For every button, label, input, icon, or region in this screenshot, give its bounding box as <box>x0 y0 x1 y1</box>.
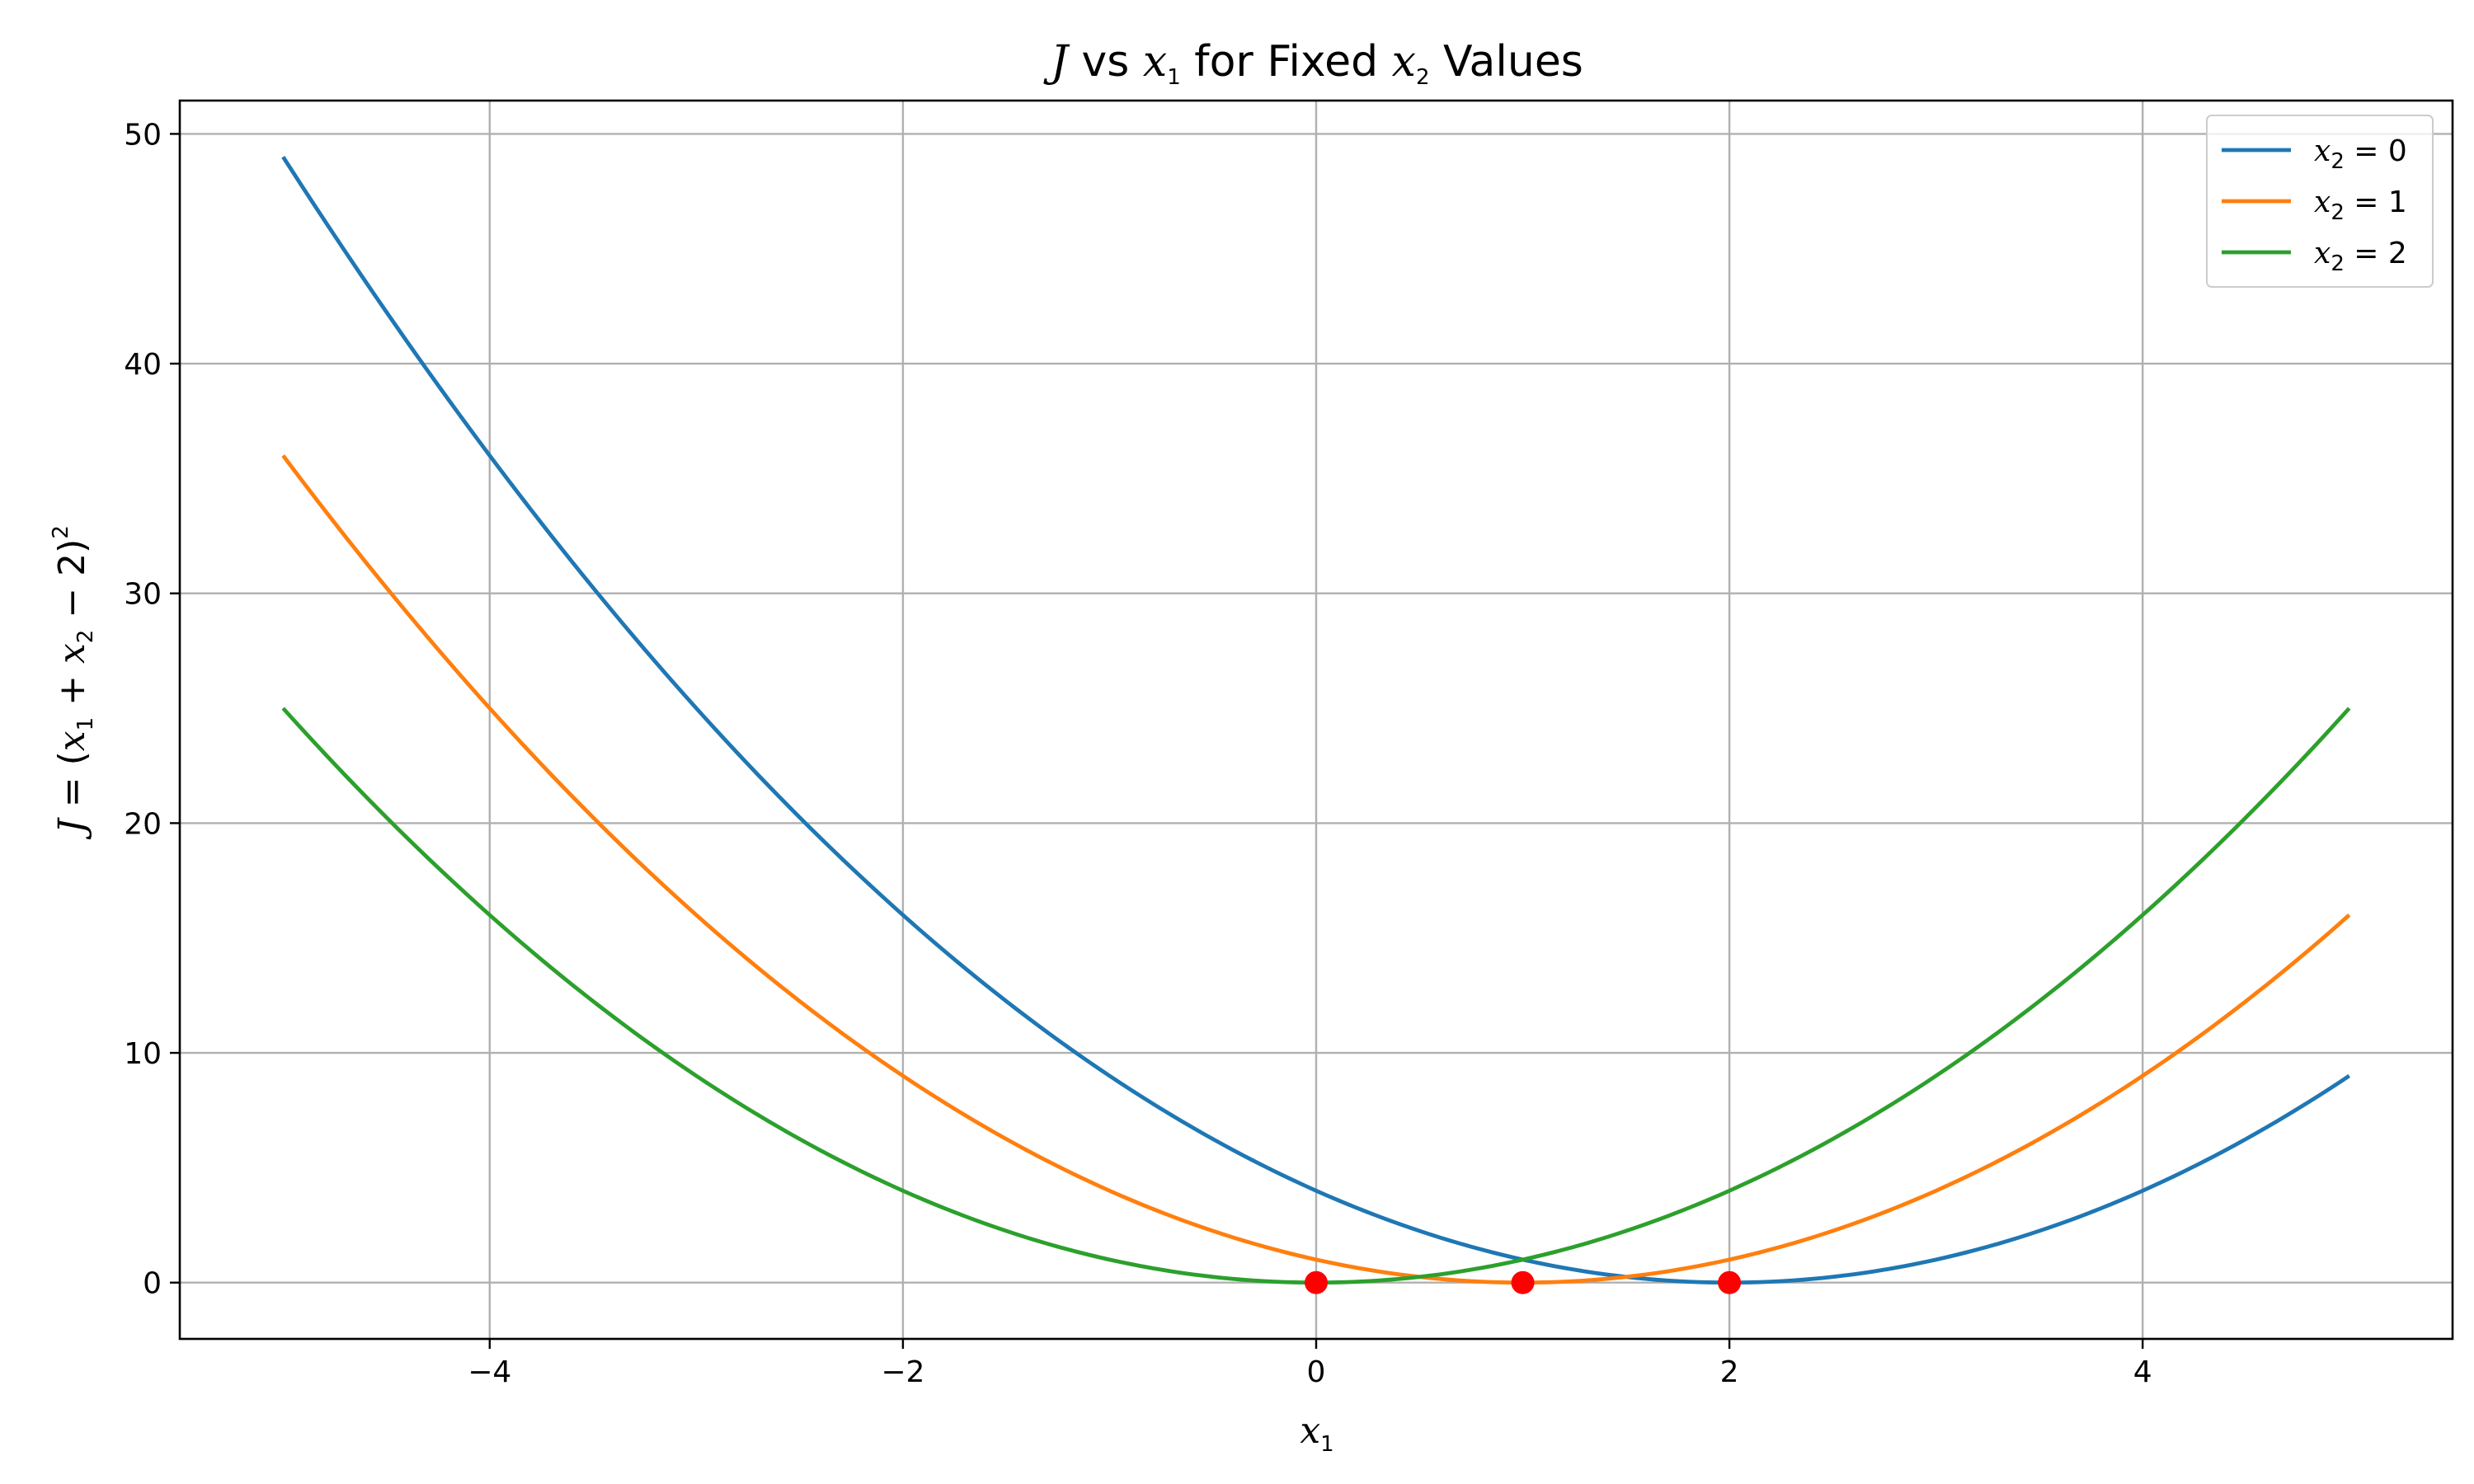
legend: x2 = 0x2 = 1x2 = 2 <box>2206 115 2434 288</box>
y-tick-label: 0 <box>143 1267 162 1301</box>
ylabel-j: J <box>51 817 93 840</box>
xlabel-sub: 1 <box>1320 1432 1334 1457</box>
title-x2-var: x <box>1392 37 1416 87</box>
y-tick-label: 50 <box>124 118 162 152</box>
title-values: Values <box>1429 37 1583 87</box>
x-tick-label: −2 <box>881 1355 924 1389</box>
ylabel-minus: − 2) <box>51 539 93 630</box>
y-tick-label: 30 <box>124 578 162 612</box>
x-tick-label: 4 <box>2133 1355 2152 1389</box>
chart-title: J vs x1 for Fixed x2 Values <box>1043 37 1583 90</box>
title-for-fixed: for Fixed <box>1181 37 1392 87</box>
ylabel-plus: + <box>51 664 93 717</box>
ylabel-x1-var: x <box>51 730 93 751</box>
y-tick-label: 20 <box>124 807 162 841</box>
grid <box>180 101 2453 1339</box>
minimum-point-marker <box>1305 1270 1328 1294</box>
y-tick-label: 40 <box>124 348 162 382</box>
ylabel-eq: = ( <box>51 751 93 819</box>
ylabel-x2-var: x <box>51 643 93 664</box>
y-tick-label: 10 <box>124 1037 162 1071</box>
legend-value: = 0 <box>2345 134 2407 168</box>
ylabel-exponent: 2 <box>49 525 73 539</box>
title-vs: vs <box>1068 37 1143 87</box>
legend-value: = 1 <box>2345 186 2407 219</box>
legend-box <box>2206 115 2434 288</box>
xlabel-var: x <box>1300 1410 1320 1452</box>
title-x1-sub: 1 <box>1167 65 1181 90</box>
x-tick-label: −4 <box>468 1355 511 1389</box>
legend-sub: 2 <box>2331 200 2345 225</box>
legend-sub: 2 <box>2331 149 2345 174</box>
ylabel-x2-sub: 2 <box>73 630 98 644</box>
legend-value: = 2 <box>2345 237 2407 270</box>
legend-sub: 2 <box>2331 251 2345 276</box>
minimum-point-marker <box>1511 1270 1535 1294</box>
legend-var: x <box>2314 186 2331 219</box>
legend-var: x <box>2314 237 2331 270</box>
x-tick-label: 2 <box>1720 1355 1739 1389</box>
title-x2-sub: 2 <box>1416 65 1430 90</box>
legend-label: x2 = 1 <box>2314 186 2407 225</box>
legend-var: x <box>2314 134 2331 168</box>
title-j: J <box>1043 37 1070 87</box>
y-axis-label: J = (x1 + x2 − 2)2 <box>49 525 98 840</box>
minima-markers <box>1305 1270 1742 1294</box>
x-axis-label: x1 <box>1300 1410 1333 1457</box>
ylabel-x1-sub: 1 <box>73 717 98 731</box>
minimum-point-marker <box>1718 1270 1742 1294</box>
series-line-x2-0 <box>281 155 2351 1285</box>
x-tick-label: 0 <box>1307 1355 1326 1389</box>
legend-label: x2 = 2 <box>2314 237 2407 276</box>
legend-label: x2 = 0 <box>2314 134 2407 174</box>
title-x1-var: x <box>1143 37 1167 87</box>
series-line-x2-1 <box>281 454 2351 1285</box>
